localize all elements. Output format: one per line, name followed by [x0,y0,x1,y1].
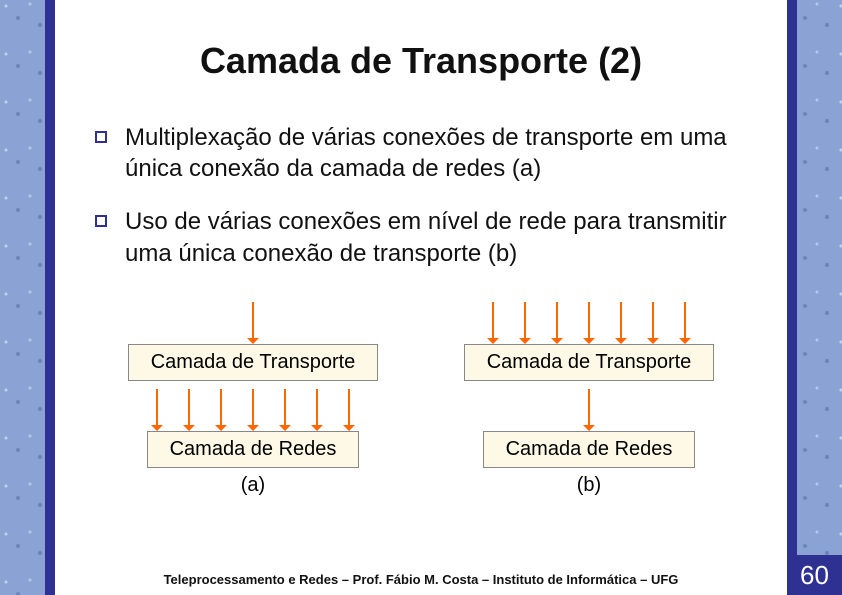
bullet-item: Multiplexação de várias conexões de tran… [95,122,747,184]
diagram-a: Camada de Transporte Camada de Redes (a) [103,294,403,497]
arrow-down-icon [182,389,196,431]
arrow-down-icon [310,389,324,431]
diagram-a-caption: (a) [241,474,265,497]
diagram-b-caption: (b) [577,474,601,497]
right-stripe [787,0,797,595]
arrow-down-icon [246,389,260,431]
slide-footer: Teleprocessamento e Redes – Prof. Fábio … [55,572,787,587]
bullet-text: Uso de várias conexões em nível de rede … [125,206,747,268]
arrow-down-icon [646,302,660,344]
bullet-square-icon [95,131,107,143]
diagram-b-transport-box: Camada de Transporte [464,344,715,381]
diagram-a-transport-box: Camada de Transporte [128,344,379,381]
page-number: 60 [800,560,829,591]
arrow-down-icon [518,302,532,344]
diagram-a-network-box: Camada de Redes [147,431,360,468]
right-border [787,0,842,595]
slide-title: Camada de Transporte (2) [85,40,757,82]
diagram-b: Camada de Transporte Camada de Redes (b) [439,294,739,497]
diagram-a-mid-arrows [150,381,356,431]
bullet-square-icon [95,215,107,227]
arrow-down-icon [278,389,292,431]
arrow-down-icon [214,389,228,431]
bullet-list: Multiplexação de várias conexões de tran… [95,122,747,269]
diagram-b-mid-arrows [582,381,596,431]
arrow-down-icon [342,389,356,431]
arrow-down-icon [486,302,500,344]
diagram-row: Camada de Transporte Camada de Redes (a)… [85,294,757,497]
arrow-down-icon [678,302,692,344]
arrow-down-icon [550,302,564,344]
arrow-down-icon [246,302,260,344]
arrow-down-icon [582,302,596,344]
diagram-b-top-arrows [486,294,692,344]
page-number-box: 60 [787,555,842,595]
bullet-text: Multiplexação de várias conexões de tran… [125,122,747,184]
arrow-down-icon [150,389,164,431]
diagram-b-network-box: Camada de Redes [483,431,696,468]
diagram-a-top-arrows [246,294,260,344]
slide-content: Camada de Transporte (2) Multiplexação d… [55,0,787,595]
arrow-down-icon [614,302,628,344]
left-border [0,0,55,595]
bullet-item: Uso de várias conexões em nível de rede … [95,206,747,268]
arrow-down-icon [582,389,596,431]
left-stripe [45,0,55,595]
